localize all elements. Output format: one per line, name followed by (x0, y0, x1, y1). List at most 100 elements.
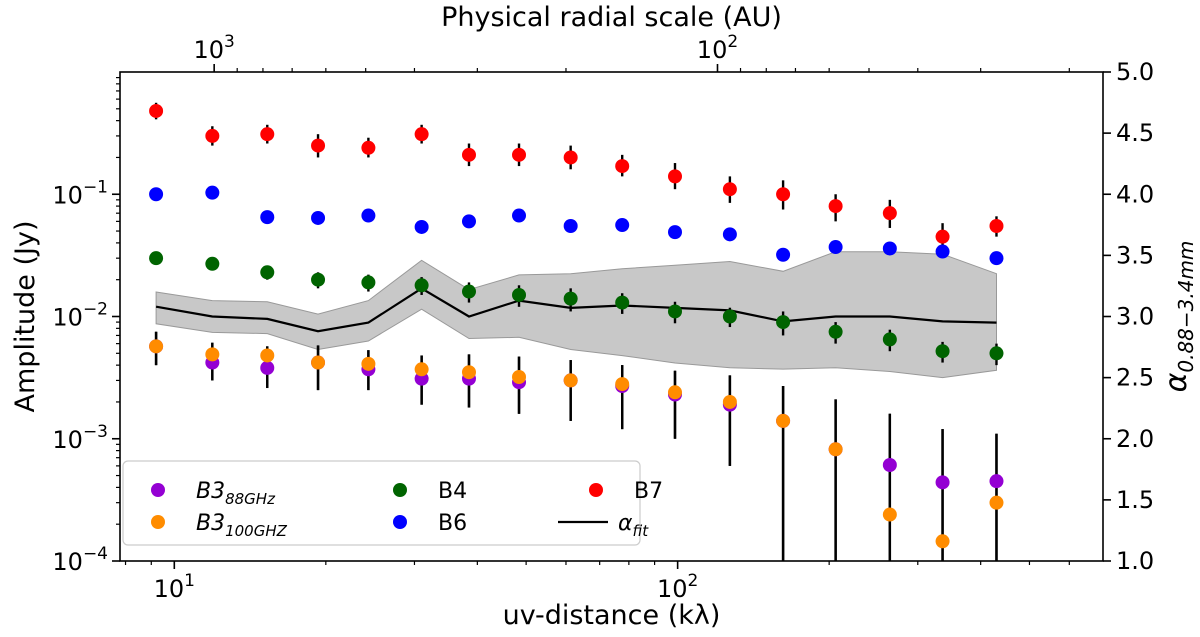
y2-tick-label: 2.5 (1116, 364, 1154, 392)
point-B3_88GHz (260, 360, 275, 375)
point-B6 (260, 210, 275, 225)
right-axis-title-text: α0.88−3.4mm (1159, 241, 1198, 393)
point-B4 (311, 272, 326, 287)
point-B7 (512, 147, 527, 162)
point-B6 (512, 208, 527, 223)
y-tick-label: 10−2 (52, 300, 108, 332)
legend-marker-B7 (589, 483, 603, 497)
right-axis-title: α0.88−3.4mm (1159, 241, 1198, 393)
legend-marker-B6 (393, 515, 407, 529)
point-B3_100GHz (563, 373, 578, 388)
point-B4 (989, 346, 1004, 361)
point-B6 (668, 225, 683, 240)
point-B6 (311, 210, 326, 225)
point-B4 (414, 278, 429, 293)
point-B3_100GHz (311, 355, 326, 370)
point-B6 (989, 251, 1004, 266)
point-B7 (722, 182, 737, 197)
y2-tick-label: 5.0 (1116, 58, 1154, 86)
point-B4 (828, 324, 843, 339)
legend-label-B3_100GHz: B3100GHZ (196, 511, 288, 540)
point-B4 (668, 304, 683, 319)
point-B3_88GHz (989, 474, 1004, 489)
point-B4 (512, 287, 527, 302)
legend: B388GHz B4 B7 B3100GHZ B6 αfit (122, 460, 663, 546)
legend-label-alpha_fit: αfit (618, 511, 649, 540)
y-tick-label: 10−3 (52, 422, 108, 454)
x-tick-label: 101 (154, 571, 195, 603)
y2-tick-label: 3.0 (1116, 303, 1154, 331)
legend-label-B4: B4 (438, 479, 467, 504)
point-B3_100GHz (414, 362, 429, 377)
point-B6 (722, 227, 737, 242)
point-B7 (615, 159, 630, 174)
point-B4 (615, 295, 630, 310)
y-tick-label: 10−1 (52, 177, 108, 209)
point-B6 (205, 185, 220, 200)
point-B7 (205, 128, 220, 143)
point-B7 (563, 150, 578, 165)
point-B6 (361, 208, 376, 223)
point-B7 (776, 187, 791, 202)
point-B6 (776, 247, 791, 262)
alpha-uncertainty-band-layer (155, 251, 997, 379)
y2-tick-label: 3.5 (1116, 241, 1154, 269)
point-B4 (563, 291, 578, 306)
data-points-layer (149, 102, 1004, 561)
point-B7 (461, 147, 476, 162)
point-B3_100GHz (882, 507, 897, 522)
point-B3_100GHz (828, 442, 843, 457)
point-B4 (149, 251, 164, 266)
point-B3_100GHz (989, 495, 1004, 510)
point-B3_100GHz (361, 356, 376, 371)
point-B4 (205, 256, 220, 271)
point-B3_100GHz (776, 413, 791, 428)
point-B6 (828, 240, 843, 255)
series-B6 (266, 210, 892, 260)
point-B6 (882, 241, 897, 256)
point-B4 (361, 275, 376, 290)
point-B3_100GHz (205, 347, 220, 362)
y-tick-label: 10−4 (52, 544, 108, 576)
point-B4 (935, 344, 950, 359)
point-B3_88GHz (935, 475, 950, 490)
y-axis-title: Amplitude (Jy) (10, 221, 41, 413)
point-B3_100GHz (512, 369, 527, 384)
point-B3_100GHz (668, 385, 683, 400)
legend-label-B7: B7 (634, 479, 663, 504)
point-B7 (414, 127, 429, 142)
x2-tick-label: 102 (697, 32, 738, 64)
point-B3_100GHz (935, 534, 950, 549)
point-B3_88GHz (882, 457, 897, 472)
point-B7 (361, 140, 376, 155)
x2-tick-label: 103 (193, 32, 234, 64)
point-B3_100GHz (149, 339, 164, 354)
legend-marker-B3_88GHz (151, 483, 165, 497)
point-B6 (563, 218, 578, 233)
y2-tick-label: 4.5 (1116, 119, 1154, 147)
point-B3_100GHz (615, 377, 630, 392)
point-B7 (260, 127, 275, 142)
point-B6 (414, 219, 429, 234)
legend-box (122, 460, 641, 546)
points-B6 (149, 185, 1004, 266)
point-B7 (311, 138, 326, 153)
points-B3_100GHz (149, 339, 1004, 549)
x-axis-title: uv-distance (kλ) (503, 600, 721, 631)
point-B6 (149, 187, 164, 202)
y2-tick-label: 1.5 (1116, 486, 1154, 514)
points-B4 (149, 251, 1004, 361)
legend-label-B6: B6 (438, 511, 467, 536)
point-B6 (935, 244, 950, 259)
point-B3_100GHz (461, 365, 476, 380)
point-B7 (828, 199, 843, 214)
legend-label-B3_88GHz: B388GHz (196, 479, 276, 508)
point-B7 (882, 206, 897, 221)
point-B7 (935, 229, 950, 244)
y2-tick-label: 1.0 (1116, 547, 1154, 575)
point-B4 (882, 332, 897, 347)
point-B3_100GHz (722, 394, 737, 409)
point-B7 (149, 103, 164, 118)
point-B6 (461, 214, 476, 229)
